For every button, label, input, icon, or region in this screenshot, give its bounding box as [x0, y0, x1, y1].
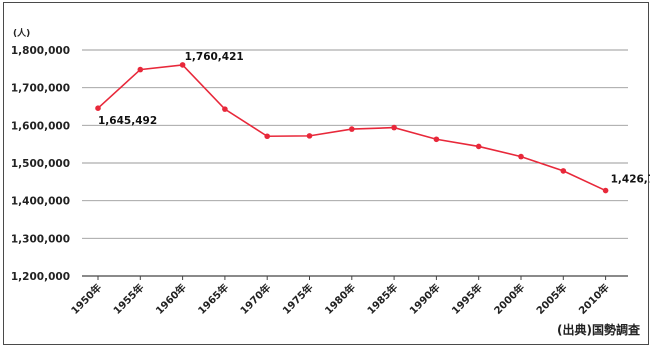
x-tick-label: 2010年 — [576, 281, 612, 317]
data-point — [391, 124, 397, 131]
data-point — [95, 105, 101, 111]
x-tick-label: 1970年 — [237, 281, 273, 317]
y-tick-label: 1,300,000 — [11, 233, 70, 245]
x-tick-label: 1995年 — [449, 281, 485, 317]
data-point — [475, 143, 482, 150]
data-label: 1,645,492 — [98, 115, 157, 127]
source-note: (出典)国勢調査 — [557, 323, 640, 337]
y-tick-label: 1,600,000 — [11, 120, 70, 132]
y-tick-label: 1,700,000 — [11, 83, 70, 95]
y-tick-label: 1,800,000 — [11, 45, 70, 57]
data-point — [137, 66, 144, 73]
gridlines — [82, 49, 628, 277]
x-tick-label: 1950年 — [68, 281, 104, 317]
data-point — [306, 133, 313, 139]
data-point — [264, 133, 271, 140]
x-tick-label: 1990年 — [407, 281, 443, 317]
x-tick-label: 1975年 — [280, 281, 316, 317]
y-tick-label: 1,200,000 — [11, 271, 70, 283]
data-point — [602, 187, 609, 194]
line-chart: (人) 1,200,000 1,300,000 1,400,000 1,500,000… — [11, 27, 650, 317]
x-tick-label: 1960年 — [153, 281, 189, 317]
data-point — [433, 136, 440, 143]
x-tick-label: 1955年 — [110, 281, 146, 317]
x-tick-label: 2005年 — [533, 281, 569, 317]
x-axis: 1950年 1955年 1960年 1965年 1970年 1975年 1980年 1985年… — [68, 276, 612, 317]
data-label: 1,760,421 — [185, 51, 244, 63]
y-tick-label: 1,500,000 — [11, 158, 70, 170]
data-points — [95, 62, 609, 194]
data-point — [179, 62, 186, 68]
data-point — [349, 126, 355, 132]
data-labels: 1,645,492 1,760,421 1,426,779 — [98, 51, 650, 186]
x-tick-label: 2000年 — [491, 281, 527, 317]
data-point — [222, 106, 228, 112]
y-tick-labels: 1,200,000 1,300,000 1,400,000 1,500,000 1,60… — [11, 45, 70, 283]
x-tick-label: 1980年 — [322, 281, 358, 317]
y-tick-label: 1,400,000 — [11, 196, 70, 208]
x-tick-label: 1965年 — [195, 281, 231, 317]
x-tick-label: 1985年 — [364, 281, 400, 317]
chart-frame: (人) 1,200,000 1,300,000 1,400,000 1,500,000… — [3, 2, 650, 345]
data-point — [518, 153, 524, 160]
y-unit-label: (人) — [13, 27, 30, 39]
data-point — [560, 168, 567, 174]
data-label: 1,426,779 — [611, 174, 650, 186]
